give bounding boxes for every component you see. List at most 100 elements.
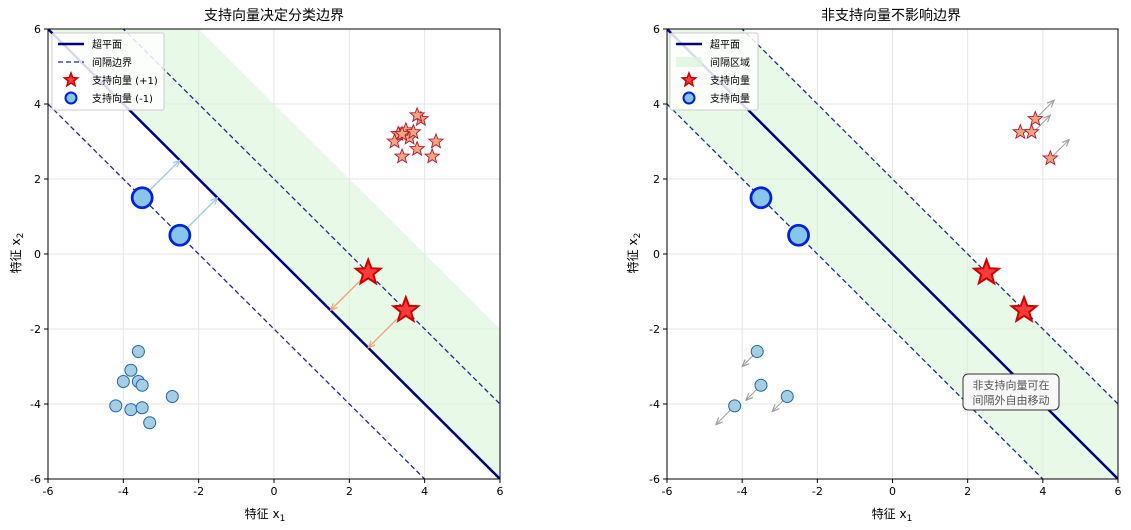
positive-point bbox=[1042, 149, 1059, 166]
y-axis-label: 特征 x2 bbox=[625, 233, 643, 274]
y-tick-label: 0 bbox=[653, 248, 660, 261]
legend-hyperplane-label: 超平面 bbox=[92, 38, 122, 51]
y-tick-label: 4 bbox=[653, 98, 660, 111]
plot-area: -6 -4 -2 0 2 4 6 -6 -4 -2 0 2 4 6 bbox=[30, 23, 504, 498]
y-tick-label: 4 bbox=[34, 98, 41, 111]
y-tick-label: 2 bbox=[653, 173, 660, 186]
plot-area: -6 -4 -2 0 2 4 6 -6 -4 -2 0 2 4 6 bbox=[649, 23, 1122, 498]
negative-point bbox=[143, 416, 157, 430]
margin-line bbox=[48, 103, 426, 479]
negative-point bbox=[124, 363, 138, 377]
negative-point bbox=[750, 345, 764, 358]
x-tick-label: -2 bbox=[193, 485, 204, 498]
x-tick-label: 2 bbox=[346, 485, 353, 498]
y-tick-label: -2 bbox=[649, 323, 660, 336]
y-tick-label: 2 bbox=[34, 173, 41, 186]
chart-title: 非支持向量不影响边界 bbox=[821, 8, 961, 24]
margin-line bbox=[667, 103, 1044, 479]
chart-panel-right: 非支持向量不影响边界 -6 -4 -2 0 2 4 6 -6 -4 -2 0 2 4 6 特征 x1 特征… bbox=[625, 8, 1122, 524]
move-arrow bbox=[1034, 100, 1054, 120]
legend-sv-pos-label: 支持向量 bbox=[710, 74, 750, 87]
y-tick-label: -2 bbox=[30, 323, 41, 336]
legend-star-icon bbox=[680, 70, 698, 88]
positive-point bbox=[393, 125, 411, 142]
positive-point bbox=[405, 123, 422, 140]
positive-point bbox=[423, 147, 441, 164]
legend: 超平面 间隔区域 支持向量 支持向量 bbox=[669, 32, 759, 111]
x-tick-label: -4 bbox=[737, 485, 748, 498]
x-tick-label: -6 bbox=[43, 485, 54, 498]
x-tick-label: -2 bbox=[812, 485, 823, 498]
positive-point bbox=[1026, 110, 1044, 127]
y-tick-label: -4 bbox=[30, 398, 41, 411]
x-axis-label: 特征 x1 bbox=[872, 506, 913, 524]
legend: 超平面 间隔边界 支持向量 (+1) 支持向量 (-1) bbox=[51, 32, 165, 111]
margin-line bbox=[122, 29, 500, 405]
positive-point bbox=[427, 132, 445, 149]
x-tick-label: -6 bbox=[662, 485, 673, 498]
x-tick-label: -4 bbox=[118, 485, 129, 498]
legend-box bbox=[51, 32, 165, 111]
negative-point bbox=[780, 390, 794, 403]
y-axis-label: 特征 x2 bbox=[8, 233, 26, 274]
positive-point bbox=[408, 106, 426, 123]
legend-margin-label: 间隔边界 bbox=[92, 56, 132, 69]
legend-circle-icon bbox=[682, 91, 696, 105]
legend-sv-pos-label: 支持向量 (+1) bbox=[92, 74, 158, 87]
support-vector-negative bbox=[130, 186, 154, 210]
annotation-line-1: 非支持向量可在 bbox=[973, 378, 1050, 392]
positive-point bbox=[1011, 123, 1029, 140]
x-tick-label: 6 bbox=[1115, 485, 1122, 498]
support-vector-positive bbox=[1008, 294, 1040, 324]
margin-line bbox=[741, 29, 1118, 405]
positive-point bbox=[408, 140, 426, 157]
negative-point bbox=[124, 403, 138, 417]
legend-margin-label: 间隔区域 bbox=[710, 56, 750, 69]
legend-margin-swatch bbox=[676, 57, 702, 67]
chart-panel-left: 支持向量决定分类边界 -6 -4 -2 0 2 4 6 -6 -4 -2 0 2 4 6 特征 x1 特征… bbox=[8, 8, 504, 524]
support-vector-positive bbox=[390, 294, 421, 324]
annotation-frame bbox=[962, 373, 1060, 411]
x-tick-label: 2 bbox=[964, 485, 971, 498]
y-tick-label: -4 bbox=[649, 398, 660, 411]
x-tick-label: 4 bbox=[1039, 485, 1046, 498]
negative-point bbox=[165, 390, 179, 403]
plot-content bbox=[48, 29, 500, 479]
legend-circle-icon bbox=[64, 91, 78, 105]
y-tick-label: -6 bbox=[649, 473, 660, 486]
y-tick-label: -6 bbox=[30, 473, 41, 486]
positive-point bbox=[1023, 123, 1040, 140]
support-vector-negative bbox=[749, 186, 773, 210]
x-tick-label: 6 bbox=[497, 485, 504, 498]
support-vector-negative bbox=[787, 223, 810, 247]
chart-title: 支持向量决定分类边界 bbox=[204, 8, 344, 24]
x-tick-label: 0 bbox=[271, 485, 278, 498]
legend-hyperplane-label: 超平面 bbox=[710, 38, 740, 51]
negative-point bbox=[109, 399, 123, 413]
negative-point bbox=[131, 345, 145, 358]
negative-point bbox=[728, 399, 742, 413]
y-tick-label: 6 bbox=[653, 23, 660, 36]
negative-point bbox=[135, 378, 149, 392]
positive-point bbox=[393, 147, 411, 164]
legend-box bbox=[669, 32, 759, 111]
negative-point bbox=[135, 401, 149, 415]
y-tick-label: 6 bbox=[34, 23, 41, 36]
legend-sv-neg-label: 支持向量 (-1) bbox=[92, 92, 153, 105]
legend-sv-neg-label: 支持向量 bbox=[710, 92, 750, 105]
annotation-box: 非支持向量可在 间隔外自由移动 bbox=[962, 373, 1060, 411]
x-tick-label: 0 bbox=[889, 485, 896, 498]
support-vector-positive bbox=[353, 256, 384, 286]
legend-star-icon bbox=[62, 70, 80, 88]
negative-point bbox=[116, 375, 130, 388]
x-axis-label: 特征 x1 bbox=[245, 506, 286, 524]
y-tick-label: 0 bbox=[34, 248, 41, 261]
move-arrow bbox=[1049, 140, 1069, 159]
plot-content bbox=[667, 29, 1118, 479]
annotation-line-2: 间隔外自由移动 bbox=[973, 393, 1050, 407]
x-tick-label: 4 bbox=[421, 485, 428, 498]
support-vector-negative bbox=[168, 223, 192, 247]
negative-point bbox=[754, 378, 768, 392]
support-vector-positive bbox=[971, 256, 1002, 286]
